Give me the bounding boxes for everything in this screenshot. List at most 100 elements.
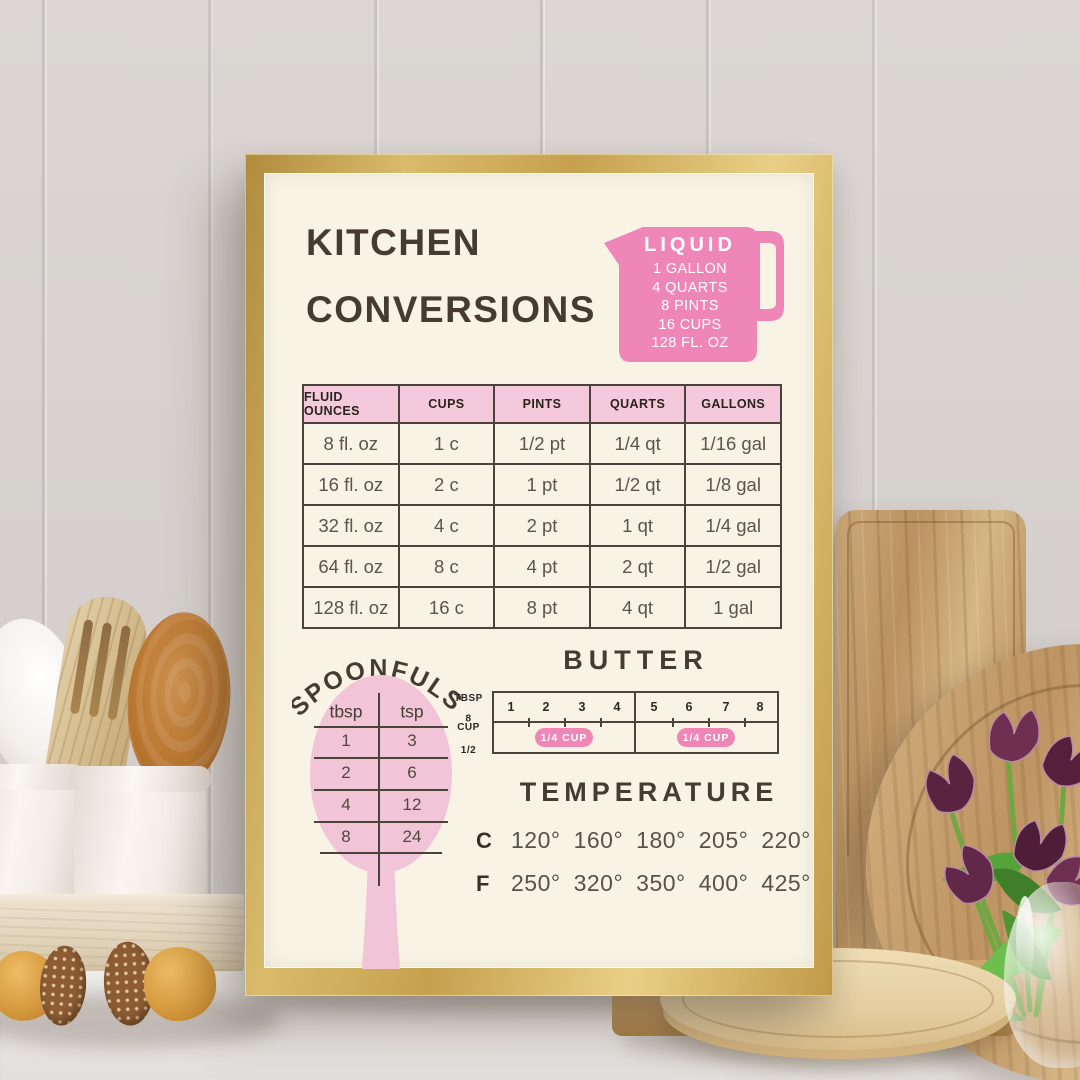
poster-title-line1: KITCHEN <box>306 222 481 263</box>
tick-mark <box>564 718 567 727</box>
tick-mark <box>744 718 747 727</box>
table-cell: 2 pt <box>495 506 589 545</box>
table-header-cell: PINTS <box>495 386 589 422</box>
poster-frame: KITCHEN CONVERSIONS LIQUID 1 GALLON 4 QU… <box>245 154 833 996</box>
spoonfuls-value: 4 <box>341 795 351 814</box>
butter-center-line <box>633 693 636 752</box>
spoonfuls-col-header: tbsp <box>329 701 363 722</box>
spoonfuls-value: 1 <box>341 731 351 750</box>
table-cell: 2 c <box>399 465 494 504</box>
spoonfuls-value: 12 <box>402 795 422 814</box>
butter-mark: 4 <box>613 700 621 714</box>
table-header-cell: CUPS <box>399 386 494 422</box>
spoonfuls-value: 6 <box>407 763 417 782</box>
kitchen-conversions-poster: KITCHEN CONVERSIONS LIQUID 1 GALLON 4 QU… <box>264 173 814 969</box>
butter-mark: 8 <box>756 700 764 714</box>
conversion-table: FLUID OUNCES CUPS PINTS QUARTS GALLONS 8… <box>302 384 782 629</box>
tick-mark <box>528 718 531 727</box>
butter-cup-count: 1/2 <box>460 744 476 756</box>
unit-label: F <box>476 871 490 896</box>
table-header-cell: GALLONS <box>686 386 780 422</box>
unit-label: C <box>476 828 492 853</box>
liquid-line: 1 GALLON <box>652 261 728 277</box>
spoon-table-hline <box>320 852 442 855</box>
table-cell: 16 c <box>399 588 494 627</box>
liquid-line: 16 CUPS <box>658 316 722 333</box>
spoon-table-hline <box>314 726 448 729</box>
table-cell: 1 gal <box>686 588 780 627</box>
butter-cup-axis-label: 1/2 CUP <box>451 715 485 759</box>
spoon-table-hline <box>314 789 448 792</box>
spoonfuls-value: 2 <box>341 763 351 782</box>
table-cell: 32 fl. oz <box>304 506 398 545</box>
butter-mark: 6 <box>685 700 693 714</box>
spoonfuls-col-header: tsp <box>400 701 424 722</box>
table-cell: 128 fl. oz <box>304 588 398 627</box>
measuring-pitcher-icon <box>604 227 784 362</box>
tick-mark <box>708 718 711 727</box>
table-cell: 4 c <box>399 506 494 545</box>
liquid-line: 128 FL. OZ <box>651 335 729 352</box>
table-cell: 1/4 gal <box>686 506 780 545</box>
table-cell: 1/2 qt <box>590 465 685 504</box>
spoon-icon <box>310 675 452 969</box>
temp-value: 205° <box>698 827 749 853</box>
butter-mark: 2 <box>542 700 550 714</box>
temp-value: 220° <box>761 827 811 853</box>
temp-value: 120° <box>511 827 561 853</box>
temperature-row-fahrenheit: F 250° 320° 350° 400° 425° <box>476 870 811 897</box>
temp-value: 320° <box>573 870 624 896</box>
table-cell: 1 c <box>399 424 494 463</box>
acorn-left <box>0 939 91 1033</box>
table-cell: 1 pt <box>495 465 589 504</box>
temp-value: 425° <box>761 870 811 896</box>
table-cell: 1/2 gal <box>686 547 780 586</box>
table-header-cell: FLUID OUNCES <box>304 386 398 422</box>
quarter-cup-badge: 1/4 CUP <box>535 728 593 747</box>
table-cell: 8 fl. oz <box>304 424 398 463</box>
poster-title-line2: CONVERSIONS <box>306 289 596 330</box>
temp-value: 160° <box>573 827 624 853</box>
table-cell: 16 fl. oz <box>304 465 398 504</box>
butter-mark: 3 <box>578 700 586 714</box>
spoonfuls-value: 24 <box>402 827 422 846</box>
temperature-title: TEMPERATURE <box>519 777 779 807</box>
table-cell: 2 qt <box>590 547 685 586</box>
butter-cup-unit: CUP <box>456 722 480 734</box>
butter-title: BUTTER <box>563 645 709 675</box>
acorn-body <box>142 945 218 1023</box>
spoonfuls-value: 3 <box>407 731 417 750</box>
temp-value: 350° <box>636 870 686 896</box>
poster-title: KITCHEN CONVERSIONS <box>306 209 596 343</box>
butter-mark: 5 <box>650 700 658 714</box>
temp-value: 250° <box>511 870 561 896</box>
acorn-cap <box>37 944 89 1028</box>
temperature-row-celsius: C 120° 160° 180° 205° 220° <box>476 827 811 854</box>
butter-mark: 1 <box>507 700 515 714</box>
liquid-label-block: LIQUID 1 GALLON 4 QUARTS 8 PINTS 16 CUPS… <box>616 234 764 353</box>
table-cell: 8 pt <box>495 588 589 627</box>
spoon-table-hline <box>314 757 448 760</box>
butter-tbsp-unit: TBSP <box>453 692 483 704</box>
table-cell: 1/8 gal <box>686 465 780 504</box>
liquid-line: 4 QUARTS <box>652 279 728 296</box>
table-cell: 1/4 qt <box>590 424 685 463</box>
tick-mark <box>600 718 603 727</box>
liquid-title: LIQUID <box>644 234 736 256</box>
table-cell: 4 qt <box>590 588 685 627</box>
temp-value: 400° <box>698 870 749 896</box>
liquid-line: 8 PINTS <box>661 298 719 315</box>
butter-stick-diagram: 1 2 3 4 5 6 7 8 1/4 CUP 1/4 CUP <box>492 691 779 754</box>
acorn-right <box>101 935 219 1033</box>
temp-value: 180° <box>636 827 686 853</box>
butter-mark: 7 <box>722 700 730 714</box>
quarter-cup-badge: 1/4 CUP <box>677 728 735 747</box>
table-cell: 1/16 gal <box>686 424 780 463</box>
tick-mark <box>672 718 675 727</box>
table-cell: 1/2 pt <box>495 424 589 463</box>
table-cell: 64 fl. oz <box>304 547 398 586</box>
table-header-cell: QUARTS <box>590 386 685 422</box>
table-cell: 1 qt <box>590 506 685 545</box>
spoonfuls-value: 8 <box>341 827 351 846</box>
spoon-table-hline <box>314 821 448 824</box>
